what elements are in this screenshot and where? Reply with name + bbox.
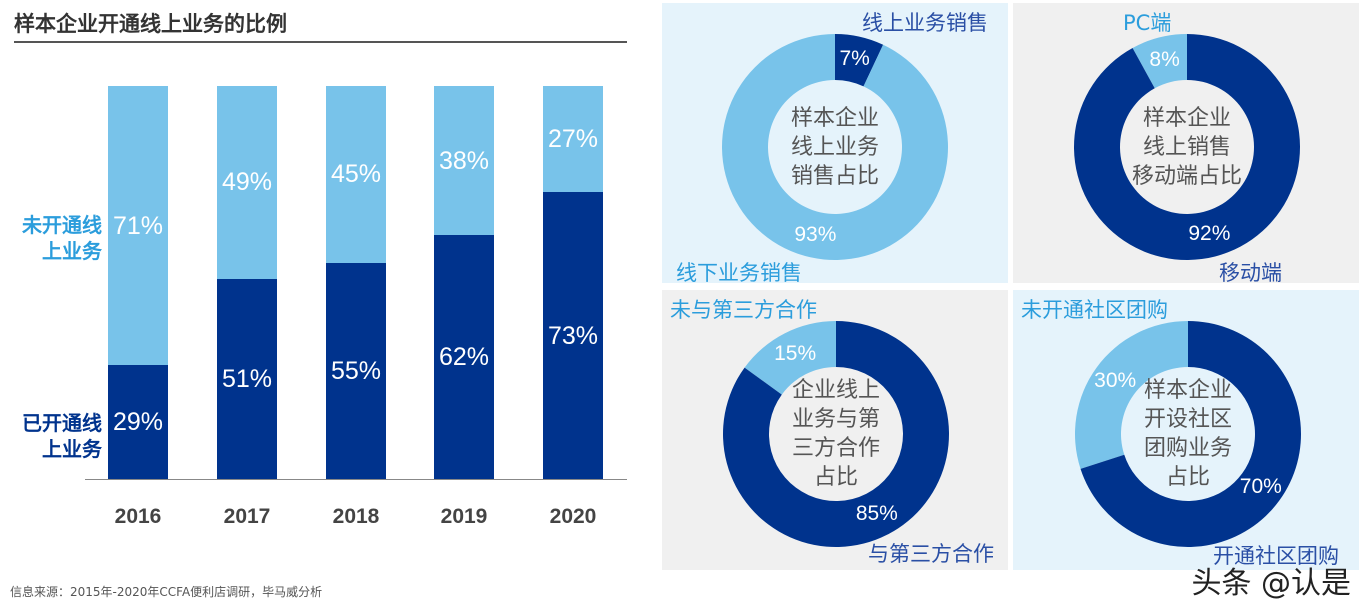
donut-chart xyxy=(723,321,949,547)
donut-data-label: 15% xyxy=(774,341,817,365)
donut-center-text: 企业线上业务与第三方合作占比 xyxy=(766,376,906,492)
donut-category-label: 开通社区团购 xyxy=(1213,544,1339,568)
x-tick-2017: 2017 xyxy=(223,505,271,528)
x-tick-2020: 2020 xyxy=(549,505,597,528)
bar-label-not-open-2020: 27% xyxy=(547,125,599,154)
donut-data-label: 93% xyxy=(794,222,837,246)
donut-panel-2: 8% 92% PC端移动端 样本企业线上销售移动端占比 xyxy=(1013,3,1359,285)
donut-panel-1: 7% 93% 线上业务销售线下业务销售 样本企业线上业务销售占比 xyxy=(662,3,1008,285)
donut-category-label: PC端 xyxy=(1123,11,1172,35)
bar-label-open-2018: 55% xyxy=(330,356,382,385)
watermark: 头条 @认是 xyxy=(1191,566,1351,601)
donut-chart xyxy=(1075,321,1301,547)
donut-slice-未与第三方合作 xyxy=(744,321,836,395)
center-text-line: 业务与第 xyxy=(791,407,880,432)
donut-center-text: 样本企业开设社区团购业务占比 xyxy=(1118,376,1258,492)
center-text-line: 团购业务 xyxy=(1143,436,1232,461)
donut-panel-4: 30% 70% 未开通社区团购开通社区团购 样本企业开设社区团购业务占比 xyxy=(1013,290,1359,570)
donut-center-text: 样本企业线上销售移动端占比 xyxy=(1117,104,1257,191)
center-text-line: 样本企业 xyxy=(1143,378,1232,403)
donut-data-label: 8% xyxy=(1149,47,1180,71)
donut-panel-3: 15% 85% 未与第三方合作与第三方合作 企业线上业务与第三方合作占比 xyxy=(662,290,1008,570)
title-underline xyxy=(14,41,627,43)
donut-data-label: 70% xyxy=(1239,474,1282,498)
donut-category-label: 与第三方合作 xyxy=(868,542,994,566)
bar-not-open-2020 xyxy=(543,86,603,193)
donut-chart xyxy=(722,34,948,260)
bar-open-2016 xyxy=(108,365,168,479)
chart-title: 样本企业开通线上业务的比例 xyxy=(14,12,287,36)
bar-not-open-2018 xyxy=(326,86,386,263)
bar-not-open-2016 xyxy=(108,86,168,366)
center-text-line: 线上销售 xyxy=(1142,134,1231,160)
donut-category-label: 线下业务销售 xyxy=(676,261,802,285)
bar-label-not-open-2018: 45% xyxy=(330,160,382,189)
bar-label-open-2016: 29% xyxy=(112,408,164,436)
donut-center-text: 样本企业线上业务销售占比 xyxy=(765,104,905,191)
bar-open-2017 xyxy=(217,278,277,479)
center-text-line: 占比 xyxy=(813,465,858,490)
bar-open-2020 xyxy=(543,192,603,479)
center-text-line: 企业线上 xyxy=(791,378,880,403)
donut-slice-未开通社区团购 xyxy=(1075,321,1188,469)
donut-slice-移动端 xyxy=(1074,34,1300,260)
donut-category-label: 未开通社区团购 xyxy=(1021,298,1168,322)
bar-not-open-2019 xyxy=(434,86,494,236)
bar-not-open-2017 xyxy=(217,86,277,279)
center-text-line: 占比 xyxy=(1165,465,1210,490)
x-tick-2018: 2018 xyxy=(332,505,380,528)
donut-category-label: 移动端 xyxy=(1219,261,1282,285)
legend-not-open: 未开通线 上业务 xyxy=(22,213,102,263)
center-text-line: 移动端占比 xyxy=(1131,163,1242,189)
donut-data-label: 7% xyxy=(839,47,870,71)
bar-label-open-2017: 51% xyxy=(221,364,273,393)
x-tick-2019: 2019 xyxy=(440,505,488,528)
donut-slice-线上业务销售 xyxy=(835,34,884,87)
bar-label-not-open-2017: 49% xyxy=(221,168,273,197)
donut-chart xyxy=(1074,34,1300,260)
donut-data-label: 85% xyxy=(855,502,898,526)
center-text-line: 线上业务 xyxy=(790,134,879,160)
bar-open-2019 xyxy=(434,235,494,479)
center-text-line: 开设社区 xyxy=(1143,407,1232,432)
donut-slice-线下业务销售 xyxy=(722,34,948,260)
donut-slice-与第三方合作 xyxy=(723,321,949,547)
legend-open: 已开通线 上业务 xyxy=(22,411,102,461)
bar-label-open-2019: 62% xyxy=(438,343,490,372)
donut-category-label: 线上业务销售 xyxy=(862,11,988,35)
bar-label-not-open-2019: 38% xyxy=(438,146,490,175)
donut-slice-PC端 xyxy=(1132,34,1187,89)
donut-slice-开通社区团购 xyxy=(1080,321,1301,547)
donut-category-label: 未与第三方合作 xyxy=(670,298,817,322)
bar-label-open-2020: 73% xyxy=(547,321,599,350)
center-text-line: 样本企业 xyxy=(1142,105,1231,131)
x-axis-line xyxy=(85,479,627,480)
x-tick-2016: 2016 xyxy=(114,505,162,528)
center-text-line: 三方合作 xyxy=(791,436,880,461)
center-text-line: 销售占比 xyxy=(790,163,879,189)
source-note: 信息来源：2015年-2020年CCFA便利店调研，毕马威分析 xyxy=(10,585,323,599)
bar-label-not-open-2016: 71% xyxy=(112,211,164,240)
donut-data-label: 92% xyxy=(1188,222,1231,246)
bar-open-2018 xyxy=(326,262,386,479)
donut-data-label: 30% xyxy=(1094,369,1137,393)
center-text-line: 样本企业 xyxy=(790,105,879,131)
